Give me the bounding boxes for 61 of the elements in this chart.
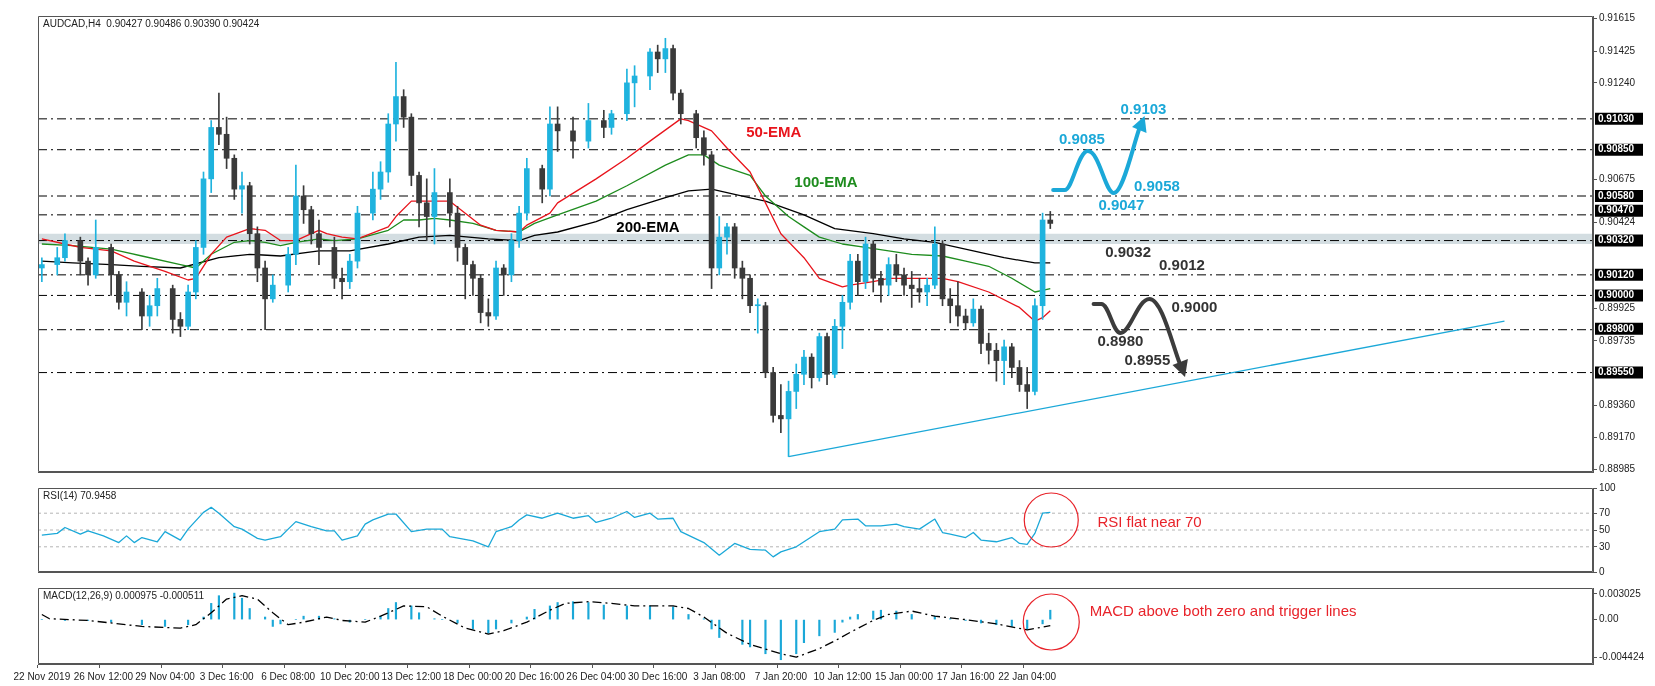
x-tick-label: 10 Dec 20:00 [320,670,380,682]
series-label: 50-EMA [746,123,802,141]
y-tick-label: 0.89360 [1599,398,1636,410]
y-tick-label: 0.90424 [1599,216,1636,228]
x-tick-label: 22 Nov 2019 [13,670,71,682]
ref-line-label: 0.89800 [1598,322,1635,334]
ref-line-label: 0.90320 [1598,234,1635,246]
chart-title: RSI(14) 70.9458 [43,489,117,501]
y-tick-label: 0.89925 [1599,302,1636,314]
x-tick-label: 6 Dec 08:00 [261,670,316,682]
y-tick-label: 50 [1599,523,1611,535]
x-tick-label: 20 Dec 16:00 [504,670,565,682]
x-tick-label: 10 Jan 12:00 [813,670,872,682]
x-tick-label: 7 Jan 20:00 [754,670,808,682]
ref-line-label: 0.91030 [1598,112,1635,124]
annotation: RSI flat near 70 [1097,513,1202,531]
y-tick-label: 100 [1599,481,1617,493]
y-tick-label: 0.89170 [1599,431,1636,443]
y-tick-label: 0.88985 [1599,463,1636,475]
ref-line-label: 0.90120 [1598,268,1635,280]
y-tick-label: 0.89735 [1599,334,1636,346]
annotation: 0.9047 [1098,196,1145,213]
annotation: 0.9032 [1105,242,1152,260]
chart-title: AUDCAD,H4 0.90427 0.90486 0.90390 0.90424 [43,17,260,29]
y-tick-label: 0.00 [1599,613,1619,625]
chart-title: MACD(12,26,9) 0.000975 -0.000511 [43,589,205,601]
y-tick-label: 70 [1599,506,1611,518]
annotation: 0.9000 [1171,297,1218,315]
x-tick-label: 3 Jan 08:00 [693,670,746,682]
x-tick-label: 15 Jan 00:00 [875,670,934,682]
series-label: 200-EMA [616,218,680,236]
ref-line-label: 0.89550 [1598,366,1635,378]
x-tick-label: 26 Dec 04:00 [566,670,627,682]
annotation: MACD above both zero and trigger lines [1089,602,1357,620]
y-tick-label: 0.90675 [1599,173,1636,185]
ref-line-label: 0.90000 [1598,289,1635,301]
annotation: 0.9085 [1058,129,1105,147]
x-tick-label: 26 Nov 12:00 [73,670,134,682]
y-tick-label: -0.004424 [1599,651,1645,663]
ref-line-label: 0.90850 [1598,143,1635,155]
y-tick-label: 0.003025 [1599,587,1642,599]
annotation: 0.9058 [1134,177,1180,195]
x-tick-label: 30 Dec 16:00 [627,670,688,682]
y-tick-label: 0.91615 [1599,12,1636,24]
ref-line-label: 0.90580 [1598,189,1635,201]
x-tick-label: 22 Jan 04:00 [998,670,1057,682]
x-tick-label: 17 Jan 16:00 [936,670,995,682]
x-tick-label: 18 Dec 00:00 [443,670,504,682]
annotation: 0.9103 [1120,100,1167,117]
annotation: 0.8955 [1124,350,1171,368]
x-tick-label: 3 Dec 16:00 [199,670,254,682]
x-tick-label: 29 Nov 04:00 [135,670,196,682]
annotation: 0.8980 [1097,331,1144,349]
y-tick-label: 0.91425 [1599,44,1636,56]
y-tick-label: 0 [1599,565,1605,577]
ref-line-label: 0.90470 [1598,204,1635,216]
series-label: 100-EMA [794,173,858,191]
annotation: 0.9012 [1159,256,1205,273]
x-tick-label: 13 Dec 12:00 [381,670,442,682]
y-tick-label: 30 [1599,540,1611,552]
y-tick-label: 0.91240 [1599,76,1636,88]
